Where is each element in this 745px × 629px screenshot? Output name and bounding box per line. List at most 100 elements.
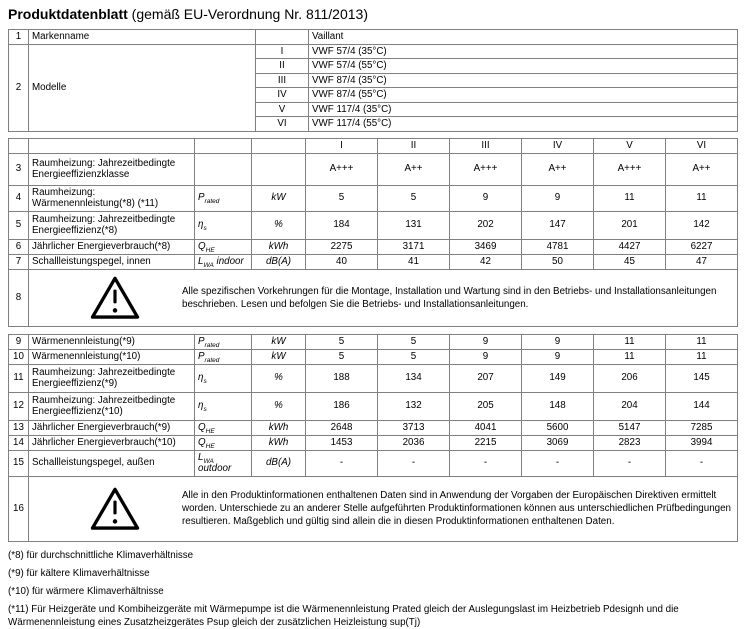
value-cell: 5 — [377, 333, 450, 350]
table-row: 3 Raumheizung: Jahrezeitbedingte Energiee… — [8, 152, 738, 186]
symbol-base: P — [198, 350, 205, 362]
table-row: 15 Schallleistungspegel, außen LWA outdoor… — [8, 449, 738, 477]
model-index-cell: III — [255, 72, 309, 88]
row-number-cell: 5 — [8, 210, 29, 240]
value-cell: 11 — [593, 333, 666, 350]
model-index-cell — [255, 29, 309, 45]
value-cell: 40 — [305, 253, 378, 270]
model-name-cell: VWF 57/4 (55°C) — [308, 58, 738, 74]
value-cell: 11 — [665, 348, 738, 365]
value-cell: 5 — [305, 348, 378, 365]
warning-triangle-icon — [90, 276, 140, 319]
value-cell: 132 — [377, 391, 450, 421]
parameter-label-cell: Jährlicher Energieverbrauch(*9) — [28, 419, 195, 436]
value-cell: 11 — [593, 348, 666, 365]
value-cell: 134 — [377, 363, 450, 393]
brand-label-cell: Markenname — [28, 29, 256, 45]
table-row: 14 Jährlicher Energieverbrauch(*10) QHE kWh… — [8, 434, 738, 451]
parameter-label-cell: Wärmenennleistung(*9) — [28, 333, 195, 350]
value-cell: 47 — [665, 253, 738, 270]
value-cell: 4427 — [593, 238, 666, 255]
symbol-subscript: s — [203, 378, 207, 386]
row-number-cell: 9 — [8, 333, 29, 350]
parameter-label-cell: Raumheizung: Jahrezeitbedingte Energieef… — [28, 210, 195, 240]
warning-content: Alle in den Produktinformationen enthalt… — [32, 486, 734, 531]
row-number-cell: 1 — [8, 29, 29, 45]
symbol-cell: QHE — [194, 238, 252, 255]
symbol-subscript: rated — [204, 341, 220, 349]
row-number-cell: 8 — [8, 268, 29, 327]
unit-cell: % — [251, 363, 306, 393]
parameter-label-cell: Schallleistungspegel, außen — [28, 449, 195, 477]
parameter-label-cell: Raumheizung: Jahrezeitbedingte Energieef… — [28, 152, 195, 186]
value-cell: A+++ — [593, 152, 666, 186]
value-cell: 202 — [449, 210, 522, 240]
value-cell: 5 — [305, 184, 378, 212]
row-number-cell: 4 — [8, 184, 29, 212]
column-header-cell: I — [305, 137, 378, 154]
unit-cell: kWh — [251, 238, 306, 255]
symbol-cell: Prated — [194, 333, 252, 350]
value-cell: - — [593, 449, 666, 477]
value-cell: 4041 — [449, 419, 522, 436]
data-table-lower: 9 Wärmenennleistung(*9) Prated kW 5 5 9 9 11 11 10… — [8, 333, 738, 542]
table-row: 6 Jährlicher Energieverbrauch(*8) QHE kWh 22… — [8, 238, 738, 255]
table-row: 10 Wärmenennleistung(*10) Prated kW 5 5 9 9 11 11 — [8, 348, 738, 365]
model-row: VI VWF 117/4 (55°C) — [9, 116, 738, 132]
value-cell: 9 — [449, 333, 522, 350]
symbol-cell: Prated — [194, 184, 252, 212]
data-table-upper: I II III IV V VI 3 Raumheizung: Jahrezeitbeding… — [8, 137, 738, 327]
symbol-cell: ηs — [194, 210, 252, 240]
value-cell: 41 — [377, 253, 450, 270]
model-index-cell: VI — [255, 116, 309, 132]
symbol-subscript: rated — [204, 198, 220, 206]
value-cell: A++ — [665, 152, 738, 186]
symbol-base: Q — [198, 421, 206, 433]
symbol-subscript: WA — [203, 457, 214, 465]
symbol-subscript: HE — [205, 246, 215, 254]
value-cell: 131 — [377, 210, 450, 240]
value-cell: 144 — [665, 391, 738, 421]
parameter-label-cell: Raumheizung: Wärmenennleistung(*8) (*11) — [28, 184, 195, 212]
value-cell: 42 — [449, 253, 522, 270]
symbol-subscript: rated — [204, 356, 220, 364]
value-cell: - — [449, 449, 522, 477]
unit-cell: kWh — [251, 434, 306, 451]
symbol-base: η — [198, 400, 204, 412]
value-cell: 11 — [593, 184, 666, 212]
warning-text: Alle in den Produktinformationen enthalt… — [182, 490, 731, 527]
value-cell: 1453 — [305, 434, 378, 451]
symbol-cell — [194, 152, 252, 186]
title-sub: (gemäß EU-Verordnung Nr. 811/2013) — [127, 6, 368, 22]
value-cell: 2648 — [305, 419, 378, 436]
parameter-label-cell: Raumheizung: Jahrezeitbedingte Energieef… — [28, 363, 195, 393]
symbol-cell: ηs — [194, 391, 252, 421]
unit-cell — [251, 152, 306, 186]
footnote-line: (*9) für kältere Klimaverhältnisse — [8, 567, 150, 579]
models-label-cell: Modelle — [28, 43, 256, 132]
symbol-subscript: HE — [205, 442, 215, 450]
warning-row: 16 Alle in den Produktinformationen entha… — [8, 475, 738, 542]
parameter-label-cell: Jährlicher Energieverbrauch(*8) — [28, 238, 195, 255]
symbol-cell: ηs — [194, 363, 252, 393]
value-cell: 3994 — [665, 434, 738, 451]
symbol-base: Q — [198, 436, 206, 448]
model-row: III VWF 87/4 (35°C) — [9, 72, 738, 88]
warning-row: 8 Alle spezifischen Vorkehrungen für die … — [8, 268, 738, 327]
value-cell: 148 — [521, 391, 594, 421]
unit-cell: % — [251, 391, 306, 421]
column-header-cell: II — [377, 137, 450, 154]
value-cell: 9 — [521, 184, 594, 212]
unit-cell: kWh — [251, 419, 306, 436]
product-datasheet-page: Produktdatenblatt (gemäß EU-Verordnung N… — [8, 6, 738, 628]
value-cell: 149 — [521, 363, 594, 393]
footnote-line: (*8) für durchschnittliche Klimaverhältn… — [8, 549, 194, 561]
unit-cell: dB(A) — [251, 253, 306, 270]
value-cell: 3171 — [377, 238, 450, 255]
value-cell: 5 — [377, 184, 450, 212]
symbol-suffix: indoor — [213, 255, 244, 267]
value-cell: 3069 — [521, 434, 594, 451]
value-cell: 2036 — [377, 434, 450, 451]
parameter-label-cell: Raumheizung: Jahrezeitbedingte Energieef… — [28, 391, 195, 421]
column-header-cell: V — [593, 137, 666, 154]
